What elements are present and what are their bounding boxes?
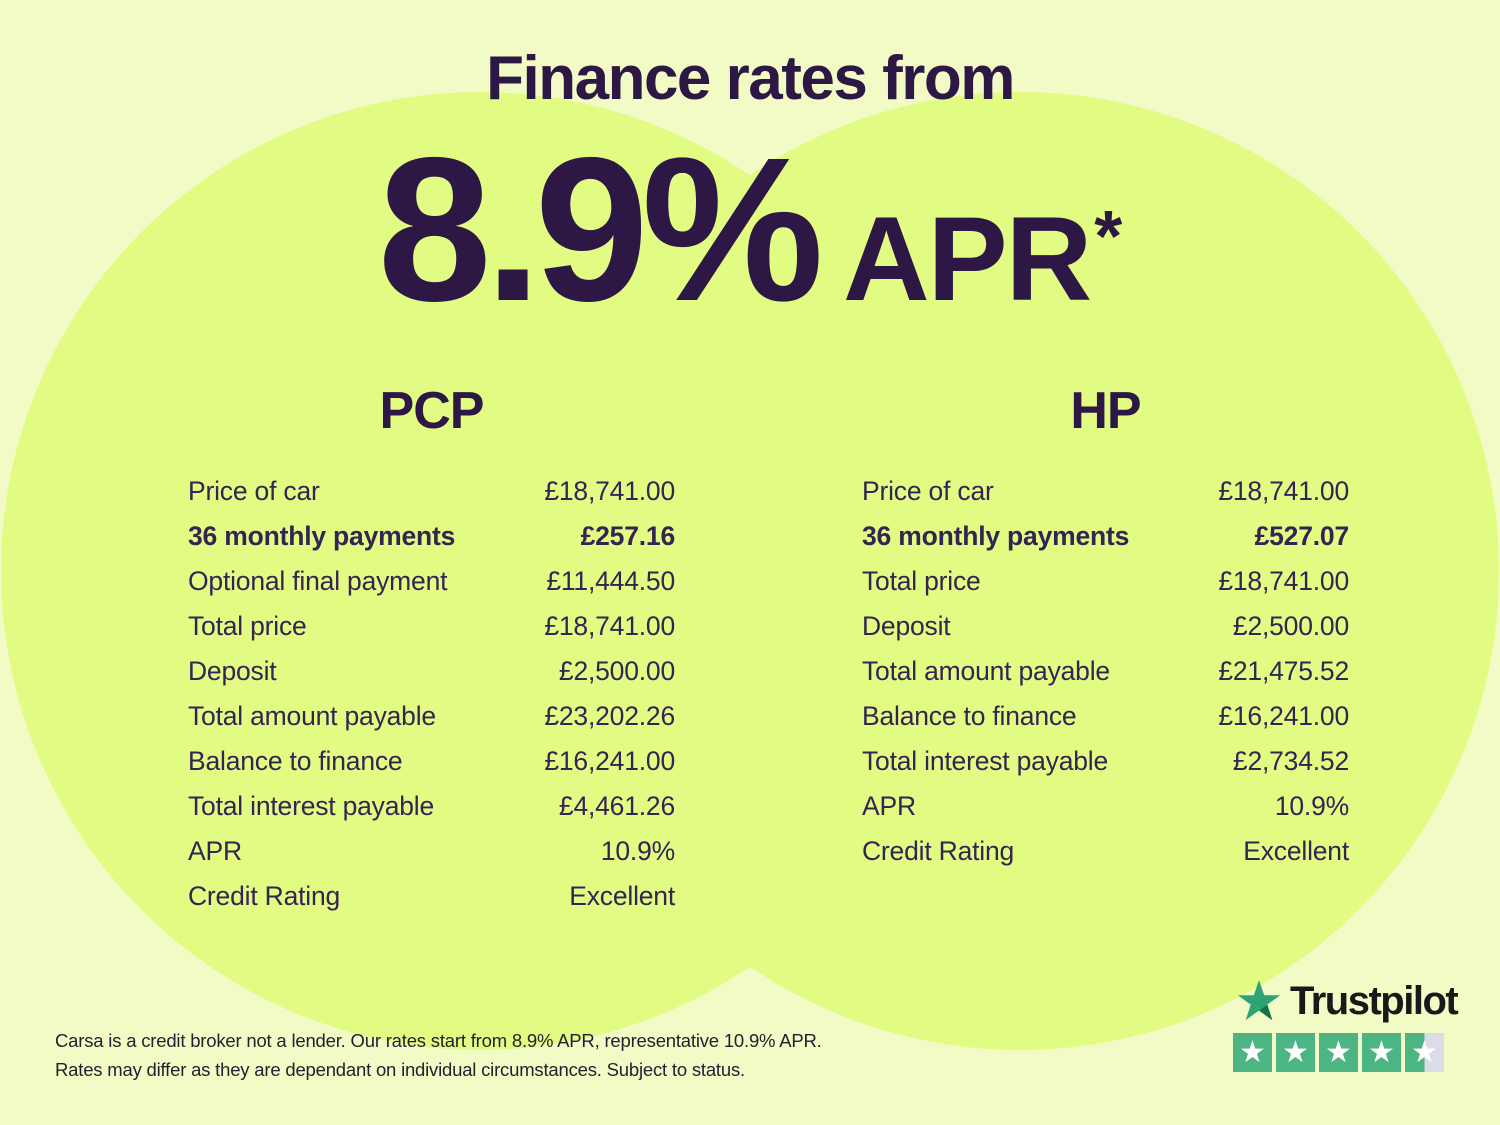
table-row: Deposit £2,500.00 bbox=[862, 604, 1349, 649]
row-label: Balance to finance bbox=[862, 701, 1077, 731]
row-label: 36 monthly payments bbox=[188, 521, 456, 551]
background-circle-right bbox=[541, 92, 1499, 1050]
table-row: 36 monthly payments £257.16 bbox=[188, 514, 675, 559]
table-row: Total amount payable £23,202.26 bbox=[188, 694, 675, 739]
table-row: Price of car £18,741.00 bbox=[862, 469, 1349, 514]
row-value: 10.9% bbox=[1274, 791, 1349, 821]
pcp-table: PCP Price of car £18,741.00 36 monthly pay… bbox=[188, 385, 675, 919]
page-title: Finance rates from bbox=[486, 44, 1015, 113]
table-row: Credit Rating Excellent bbox=[188, 874, 675, 919]
disclaimer: Carsa is a credit broker not a lender. O… bbox=[55, 1026, 822, 1084]
row-value: £257.16 bbox=[580, 521, 676, 551]
disclaimer-line-2: Rates may differ as they are dependant o… bbox=[55, 1059, 745, 1080]
row-label: Balance to finance bbox=[188, 746, 403, 776]
rating-star-box: ★ bbox=[1319, 1033, 1358, 1072]
table-row: Total price £18,741.00 bbox=[862, 559, 1349, 604]
row-value: £527.07 bbox=[1254, 521, 1350, 551]
row-label: Optional final payment bbox=[188, 566, 448, 596]
row-label: Total amount payable bbox=[188, 701, 436, 731]
row-value: £11,444.50 bbox=[546, 566, 675, 596]
row-value: £4,461.26 bbox=[558, 791, 675, 821]
row-label: Price of car bbox=[862, 476, 994, 506]
hp-table: HP Price of car £18,741.00 36 monthly paym… bbox=[862, 385, 1349, 874]
row-label: APR bbox=[188, 836, 242, 866]
row-value: Excellent bbox=[1243, 836, 1349, 866]
trustpilot-wordmark: Trustpilot bbox=[1290, 979, 1459, 1023]
row-value: £18,741.00 bbox=[1218, 566, 1349, 596]
hp-table-title: HP bbox=[1070, 382, 1141, 440]
row-value: £18,741.00 bbox=[544, 611, 675, 641]
row-label: Total price bbox=[188, 611, 307, 641]
row-value: £16,241.00 bbox=[1218, 701, 1349, 731]
star-icon: ★ bbox=[1325, 1034, 1352, 1070]
table-row: Total interest payable £4,461.26 bbox=[188, 784, 675, 829]
row-label: Deposit bbox=[188, 656, 277, 686]
star-icon: ★ bbox=[1239, 1034, 1266, 1070]
rate-value: 8.9% bbox=[377, 115, 824, 344]
pcp-table-title: PCP bbox=[379, 382, 485, 440]
row-label: 36 monthly payments bbox=[862, 521, 1130, 551]
rating-star-box: ★ bbox=[1405, 1033, 1444, 1072]
table-row: Total price £18,741.00 bbox=[188, 604, 675, 649]
row-label: Price of car bbox=[188, 476, 320, 506]
row-label: Total interest payable bbox=[188, 791, 435, 821]
star-icon: ★ bbox=[1368, 1034, 1395, 1070]
row-value: £18,741.00 bbox=[544, 476, 675, 506]
row-label: APR bbox=[862, 791, 916, 821]
row-value: £2,734.52 bbox=[1232, 746, 1349, 776]
table-row: 36 monthly payments £527.07 bbox=[862, 514, 1349, 559]
table-row: Optional final payment £11,444.50 bbox=[188, 559, 675, 604]
row-value: £21,475.52 bbox=[1218, 656, 1349, 686]
table-row: Total interest payable £2,734.52 bbox=[862, 739, 1349, 784]
table-row: APR 10.9% bbox=[188, 829, 675, 874]
table-row: Balance to finance £16,241.00 bbox=[862, 694, 1349, 739]
pcp-table-rows: Price of car £18,741.00 36 monthly payment… bbox=[188, 469, 675, 919]
row-value: Excellent bbox=[569, 881, 675, 911]
row-label: Deposit bbox=[862, 611, 951, 641]
table-row: Balance to finance £16,241.00 bbox=[188, 739, 675, 784]
row-value: £2,500.00 bbox=[558, 656, 675, 686]
apr-label: APR bbox=[842, 192, 1092, 326]
row-label: Total interest payable bbox=[862, 746, 1109, 776]
star-icon: ★ bbox=[1411, 1034, 1438, 1070]
row-label: Credit Rating bbox=[188, 881, 341, 911]
table-row: Deposit £2,500.00 bbox=[188, 649, 675, 694]
table-row: APR 10.9% bbox=[862, 784, 1349, 829]
table-row: Price of car £18,741.00 bbox=[188, 469, 675, 514]
trustpilot-stars: ★ ★ ★ ★ ★ bbox=[1233, 1033, 1444, 1072]
trustpilot-logo: Trustpilot bbox=[1237, 979, 1459, 1023]
hp-table-rows: Price of car £18,741.00 36 monthly payment… bbox=[862, 469, 1349, 874]
trustpilot-star-icon bbox=[1237, 980, 1281, 1021]
row-value: 10.9% bbox=[600, 836, 675, 866]
footnote-asterisk: * bbox=[1094, 197, 1123, 277]
row-value: £18,741.00 bbox=[1218, 476, 1349, 506]
row-label: Total price bbox=[862, 566, 981, 596]
table-row: Credit Rating Excellent bbox=[862, 829, 1349, 874]
row-label: Credit Rating bbox=[862, 836, 1015, 866]
star-icon: ★ bbox=[1282, 1034, 1309, 1070]
table-row: Total amount payable £21,475.52 bbox=[862, 649, 1349, 694]
headline-rate: 8.9% APR * bbox=[0, 127, 1500, 332]
row-value: £23,202.26 bbox=[544, 701, 675, 731]
rating-star-box: ★ bbox=[1276, 1033, 1315, 1072]
row-value: £16,241.00 bbox=[544, 746, 675, 776]
rating-star-box: ★ bbox=[1233, 1033, 1272, 1072]
disclaimer-line-1: Carsa is a credit broker not a lender. O… bbox=[55, 1030, 822, 1051]
row-label: Total amount payable bbox=[862, 656, 1110, 686]
rating-star-box: ★ bbox=[1362, 1033, 1401, 1072]
row-value: £2,500.00 bbox=[1232, 611, 1349, 641]
